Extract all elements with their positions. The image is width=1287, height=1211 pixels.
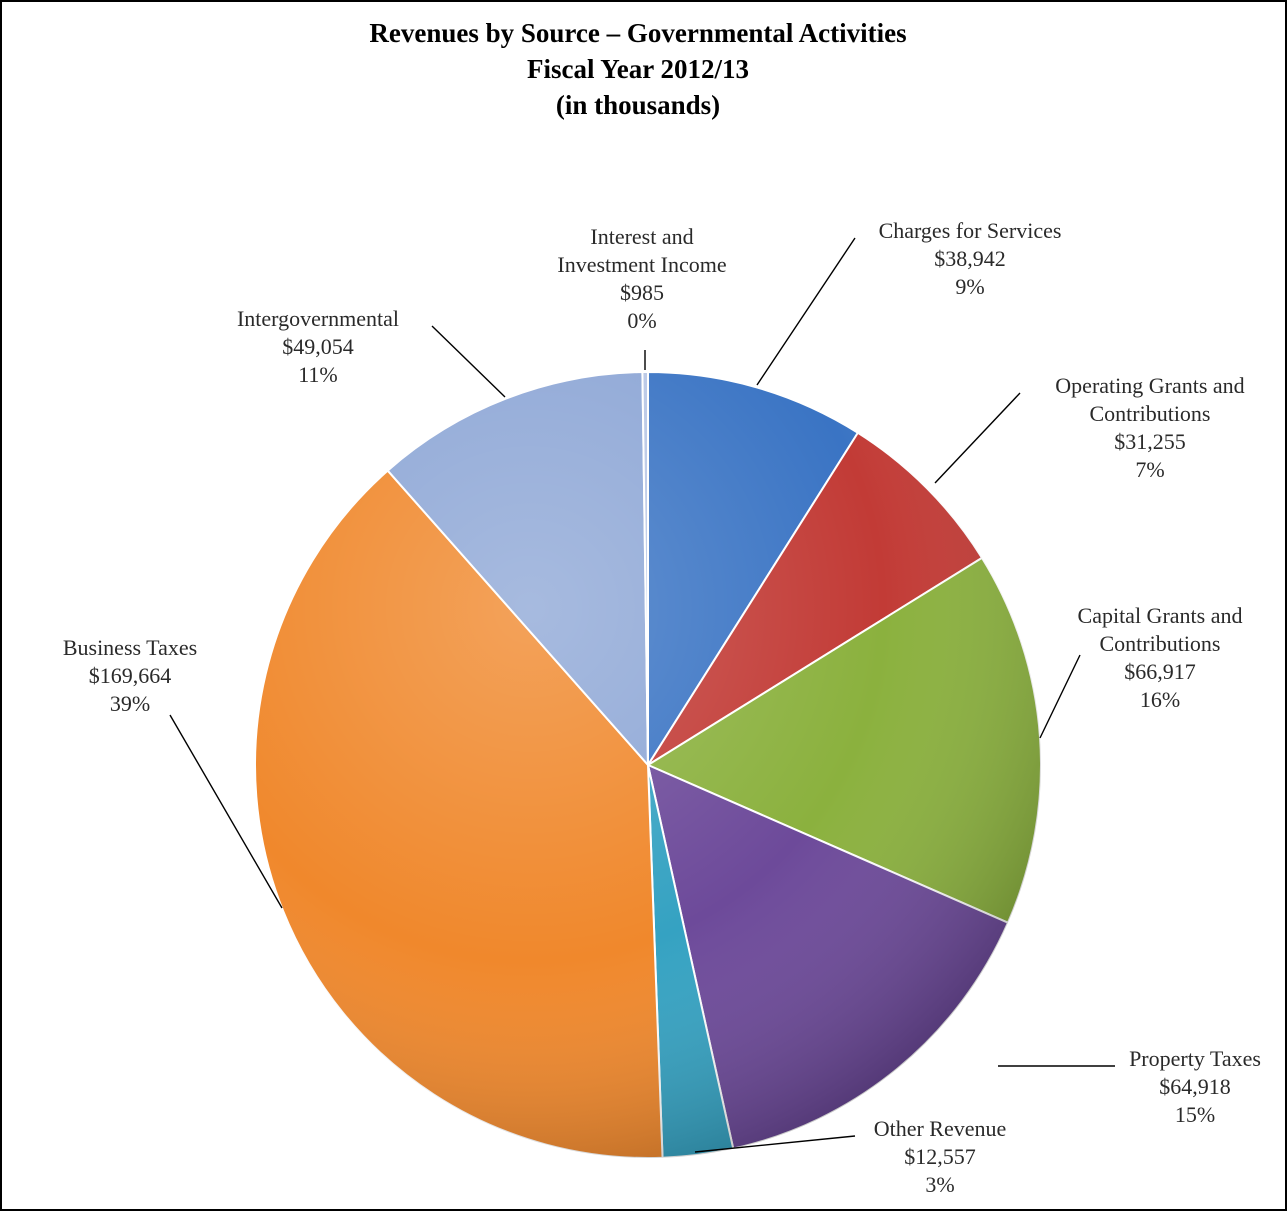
leader-line-business-taxes xyxy=(169,714,283,909)
slice-label-charges-for-services: Charges for Services xyxy=(879,218,1062,243)
leader-line-operating-grants-and-contributions xyxy=(934,392,1021,484)
slice-label-interest-and-investment-income-line-2: Investment Income xyxy=(557,252,726,277)
slice-value-operating-grants-and-contributions: $31,255 xyxy=(1114,429,1186,454)
slice-value-other-revenue: $12,557 xyxy=(904,1144,976,1169)
slice-value-charges-for-services: $38,942 xyxy=(934,246,1006,271)
slice-value-capital-grants-and-contributions: $66,917 xyxy=(1124,659,1196,684)
slice-percent-other-revenue: 3% xyxy=(925,1172,954,1197)
slice-value-business-taxes: $169,664 xyxy=(89,663,172,688)
slice-percent-property-taxes: 15% xyxy=(1175,1102,1215,1127)
slice-label-operating-grants-and-contributions-line-1: Operating Grants and xyxy=(1055,373,1244,398)
slice-percent-operating-grants-and-contributions: 7% xyxy=(1135,457,1164,482)
slice-label-intergovernmental: Intergovernmental xyxy=(237,306,399,331)
slice-label-capital-grants-and-contributions-line-1: Capital Grants and xyxy=(1078,603,1243,628)
leader-line-capital-grants-and-contributions xyxy=(1039,654,1081,739)
leader-line-intergovernmental xyxy=(431,325,506,398)
slice-label-capital-grants-and-contributions-line-2: Contributions xyxy=(1099,631,1220,656)
slice-label-other-revenue: Other Revenue xyxy=(874,1116,1007,1141)
slice-label-interest-and-investment-income-line-1: Interest and xyxy=(590,224,693,249)
slice-label-operating-grants-and-contributions-line-2: Contributions xyxy=(1089,401,1210,426)
slice-percent-interest-and-investment-income: 0% xyxy=(627,308,656,333)
slice-percent-charges-for-services: 9% xyxy=(955,274,984,299)
slice-percent-intergovernmental: 11% xyxy=(298,362,338,387)
chart-title: Revenues by Source – Governmental Activi… xyxy=(369,18,906,48)
slice-value-property-taxes: $64,918 xyxy=(1159,1074,1231,1099)
slice-percent-capital-grants-and-contributions: 16% xyxy=(1140,687,1180,712)
leader-line-charges-for-services xyxy=(756,237,856,386)
slice-label-business-taxes: Business Taxes xyxy=(63,635,197,660)
chart-subtitle-year: Fiscal Year 2012/13 xyxy=(527,54,749,84)
chart-subtitle-units: (in thousands) xyxy=(556,90,720,120)
slice-value-intergovernmental: $49,054 xyxy=(282,334,354,359)
slice-value-interest-and-investment-income: $985 xyxy=(620,280,664,305)
slice-percent-business-taxes: 39% xyxy=(110,691,150,716)
slice-label-property-taxes: Property Taxes xyxy=(1129,1046,1261,1071)
leader-line-other-revenue xyxy=(694,1135,856,1153)
